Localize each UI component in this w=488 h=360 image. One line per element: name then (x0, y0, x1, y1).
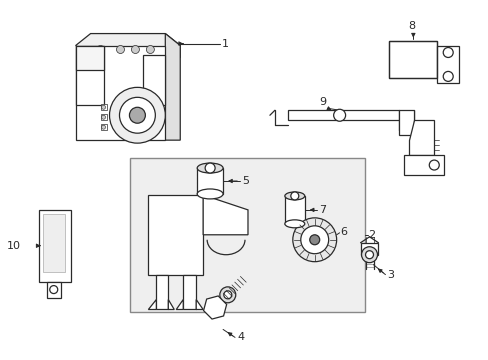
Polygon shape (165, 33, 180, 140)
Circle shape (292, 218, 336, 262)
Ellipse shape (285, 220, 304, 228)
Ellipse shape (197, 189, 223, 199)
Polygon shape (148, 195, 203, 275)
Polygon shape (143, 55, 165, 105)
Bar (39, 210, 71, 282)
Text: 10: 10 (7, 241, 21, 251)
Circle shape (96, 45, 104, 54)
Circle shape (146, 45, 154, 54)
Circle shape (129, 107, 145, 123)
Text: 3: 3 (386, 270, 394, 280)
Circle shape (220, 287, 235, 303)
Text: 9: 9 (319, 97, 326, 107)
Text: 6: 6 (340, 227, 347, 237)
Circle shape (102, 115, 105, 119)
Polygon shape (203, 296, 226, 319)
Polygon shape (287, 110, 399, 120)
Polygon shape (156, 275, 168, 310)
Polygon shape (76, 45, 103, 105)
Circle shape (333, 109, 345, 121)
Polygon shape (176, 300, 183, 310)
Circle shape (428, 160, 438, 170)
Bar (47, 282, 61, 298)
Circle shape (365, 251, 373, 259)
Polygon shape (196, 300, 203, 310)
Circle shape (131, 45, 139, 54)
Bar (101, 124, 106, 130)
Bar (130, 158, 364, 312)
Bar (436, 45, 458, 84)
Circle shape (300, 226, 328, 254)
Text: 4: 4 (237, 332, 244, 342)
Bar (285, 196, 304, 224)
Circle shape (102, 105, 105, 109)
Polygon shape (76, 45, 165, 140)
Circle shape (205, 163, 215, 173)
Polygon shape (168, 300, 174, 310)
Circle shape (116, 45, 124, 54)
Circle shape (309, 235, 319, 245)
Circle shape (442, 71, 452, 81)
Bar (42, 214, 64, 272)
Polygon shape (399, 110, 413, 135)
Circle shape (119, 97, 155, 133)
Polygon shape (203, 195, 247, 235)
Polygon shape (76, 45, 103, 71)
Bar (388, 41, 436, 78)
Polygon shape (408, 120, 433, 155)
Bar (197, 168, 223, 194)
Bar (101, 114, 106, 120)
Circle shape (290, 192, 298, 200)
Polygon shape (76, 33, 180, 58)
Circle shape (109, 87, 165, 143)
Bar (101, 104, 106, 110)
Polygon shape (183, 275, 196, 310)
Ellipse shape (197, 163, 223, 173)
Circle shape (224, 291, 231, 299)
Polygon shape (148, 300, 156, 310)
Text: 5: 5 (242, 176, 248, 186)
Text: 8: 8 (407, 21, 414, 31)
Circle shape (361, 247, 377, 263)
Polygon shape (404, 155, 443, 175)
Circle shape (102, 125, 105, 129)
Circle shape (50, 285, 58, 293)
Text: 1: 1 (222, 39, 228, 49)
Ellipse shape (285, 192, 304, 200)
Bar (360, 243, 378, 255)
Bar (388, 41, 436, 78)
Text: 7: 7 (318, 205, 325, 215)
Circle shape (442, 48, 452, 58)
Text: 2: 2 (368, 230, 375, 240)
